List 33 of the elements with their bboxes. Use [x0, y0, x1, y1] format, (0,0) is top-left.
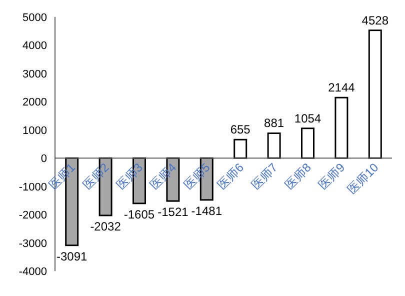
data-label: -1521: [158, 205, 189, 220]
x-tick-label: 医师8: [282, 160, 314, 192]
y-tick-label: 0: [40, 153, 47, 166]
y-tick-label: -4000: [18, 266, 47, 278]
x-tick-label: 医师3: [114, 160, 146, 192]
y-tick-label: 1000: [22, 124, 47, 137]
data-label: 881: [264, 116, 284, 130]
x-tick-label: 医师5: [181, 160, 213, 192]
data-label: -2032: [90, 219, 122, 234]
bar: [301, 128, 314, 159]
x-tick-label: 医师6: [214, 160, 247, 192]
x-tick-label: 医师4: [147, 160, 180, 192]
data-label: -1605: [124, 207, 155, 222]
y-tick-label: -2000: [18, 210, 47, 222]
bar: [267, 132, 281, 159]
data-label: -1481: [191, 204, 222, 218]
y-tick-label: 2000: [22, 96, 47, 109]
y-tick-label: -3000: [18, 238, 47, 250]
bar: [234, 138, 248, 159]
y-tick-label: 3000: [22, 68, 47, 80]
bar: [334, 96, 348, 159]
data-label: 2144: [328, 80, 356, 95]
x-tick-label: 医师1: [46, 160, 78, 192]
x-tick-label: 医师7: [248, 160, 280, 192]
y-tick-label: 5000: [22, 12, 47, 24]
data-label: -3091: [56, 249, 88, 264]
data-label: 4528: [362, 13, 389, 28]
y-tick-label: 4000: [22, 40, 47, 52]
data-label: 1054: [294, 111, 322, 126]
y-tick-label: -1000: [18, 181, 47, 194]
data-label: 655: [230, 122, 251, 137]
bar: [368, 30, 382, 159]
x-tick-label: 医师2: [80, 160, 112, 192]
